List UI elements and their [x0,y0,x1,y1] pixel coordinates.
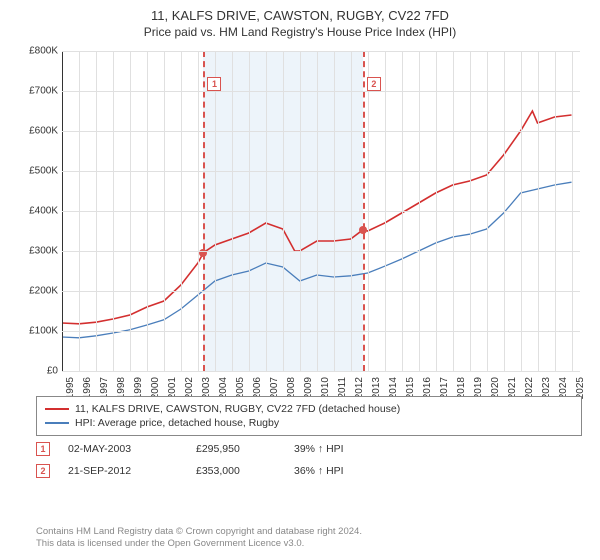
footer-line-2: This data is licensed under the Open Gov… [36,538,582,550]
y-axis: £0£100K£200K£300K£400K£500K£600K£700K£80… [20,51,62,371]
y-tick-label: £0 [47,366,58,377]
grid-line-h [62,211,580,212]
transaction-row-badge: 1 [36,442,50,456]
y-tick-label: £500K [29,166,58,177]
transaction-date: 21-SEP-2012 [68,465,178,477]
transaction-row: 1 02-MAY-2003 £295,950 39% ↑ HPI [36,438,582,460]
grid-line-h [62,51,580,52]
legend-swatch [45,408,69,410]
y-tick-label: £700K [29,86,58,97]
y-tick-label: £400K [29,206,58,217]
grid-line-h [62,291,580,292]
transaction-marker [199,249,207,257]
y-tick-label: £300K [29,246,58,257]
transaction-badge: 2 [367,77,381,91]
y-tick-label: £800K [29,46,58,57]
y-tick-label: £600K [29,126,58,137]
transaction-hpi: 39% ↑ HPI [294,443,374,455]
footer: Contains HM Land Registry data © Crown c… [36,526,582,550]
transaction-price: £353,000 [196,465,276,477]
grid-line-h [62,251,580,252]
legend: 11, KALFS DRIVE, CAWSTON, RUGBY, CV22 7F… [36,396,582,436]
legend-label: 11, KALFS DRIVE, CAWSTON, RUGBY, CV22 7F… [75,403,400,415]
plot-area: £0£100K£200K£300K£400K£500K£600K£700K£80… [20,51,580,371]
transaction-badge: 1 [207,77,221,91]
transaction-row: 2 21-SEP-2012 £353,000 36% ↑ HPI [36,460,582,482]
transaction-hpi: 36% ↑ HPI [294,465,374,477]
grid-line-h [62,371,580,372]
legend-item: 11, KALFS DRIVE, CAWSTON, RUGBY, CV22 7F… [45,402,573,416]
y-tick-label: £100K [29,326,58,337]
footer-line-1: Contains HM Land Registry data © Crown c… [36,526,582,538]
transaction-date: 02-MAY-2003 [68,443,178,455]
legend-item: HPI: Average price, detached house, Rugb… [45,416,573,430]
transactions-table: 1 02-MAY-2003 £295,950 39% ↑ HPI 2 21-SEP-201… [36,438,582,482]
grid-line-h [62,91,580,92]
chart-subtitle: Price paid vs. HM Land Registry's House … [12,25,588,39]
chart-container: 11, KALFS DRIVE, CAWSTON, RUGBY, CV22 7F… [0,0,600,560]
chart-title: 11, KALFS DRIVE, CAWSTON, RUGBY, CV22 7F… [12,8,588,23]
grid-line-h [62,331,580,332]
transaction-price: £295,950 [196,443,276,455]
legend-swatch [45,422,69,424]
grid-line-h [62,131,580,132]
transaction-row-badge: 2 [36,464,50,478]
grid-line-h [62,171,580,172]
y-tick-label: £200K [29,286,58,297]
transaction-marker [359,226,367,234]
legend-label: HPI: Average price, detached house, Rugb… [75,417,279,429]
